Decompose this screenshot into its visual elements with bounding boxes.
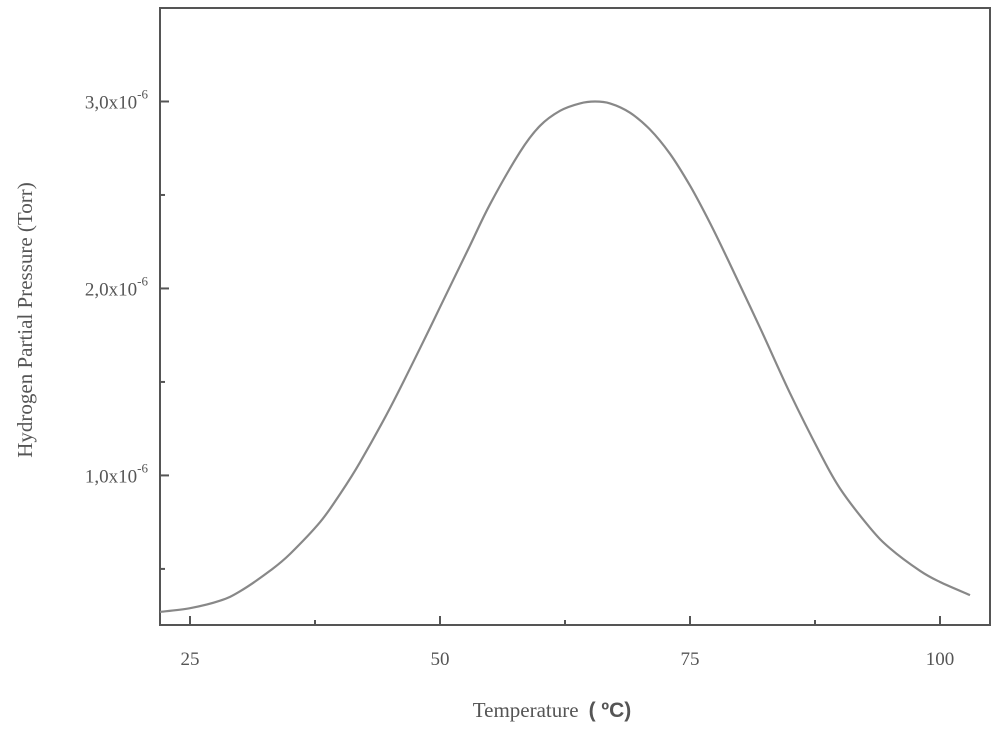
x-tick-label: 50 [431,649,450,670]
y-tick-label: 1,0x10-6 [85,460,149,487]
x-axis-title: Temperature ( ºC) [473,698,631,722]
series-line [159,100,971,613]
y-axis-ticks: 1,0x10-6 2,0x10-6 3,0x10-6 [85,86,169,570]
x-tick-label: 100 [926,649,955,670]
x-axis-ticks: 25 50 75 100 [181,616,955,670]
plot-frame [159,7,991,626]
y-tick-label: 2,0x10-6 [85,273,149,300]
x-tick-label: 75 [681,649,700,670]
y-axis-title: Hydrogen Partial Pressure (Torr) [13,182,37,458]
y-tick-label: 3,0x10-6 [85,86,149,113]
x-tick-label: 25 [181,649,200,670]
